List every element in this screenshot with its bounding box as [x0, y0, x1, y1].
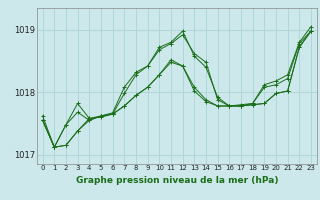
X-axis label: Graphe pression niveau de la mer (hPa): Graphe pression niveau de la mer (hPa) [76, 176, 278, 185]
